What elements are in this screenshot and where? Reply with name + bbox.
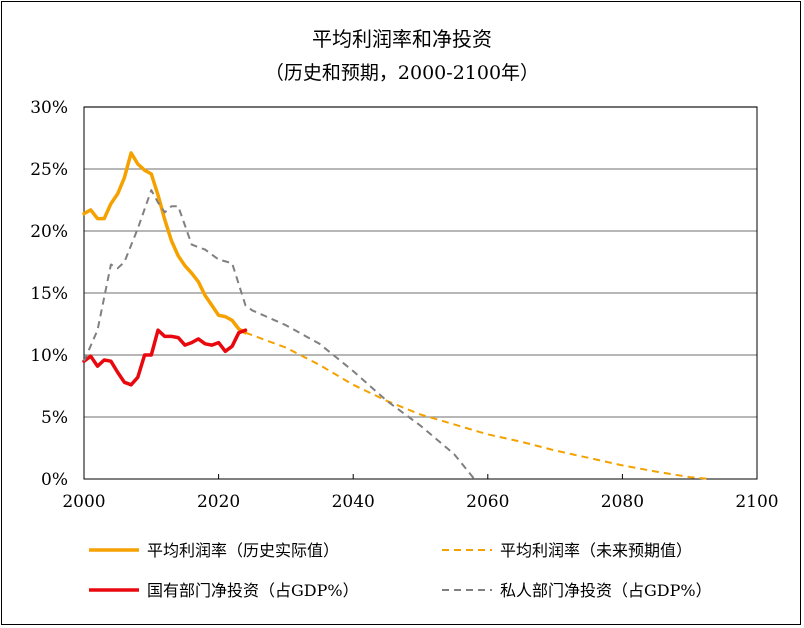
axes: 0% 5% 10% 15% 20% 25% 30% 2000 2020 2040 2060 2080 2… [30,98,778,512]
legend-label: 平均利润率（未来预期值） [500,541,692,560]
x-tick-label: 2060 [466,492,509,512]
profit-rate-forecast-line [245,331,710,480]
x-tick-label: 2100 [735,492,778,512]
legend: 平均利润率（历史实际值） 平均利润率（未来预期值） 国有部门净投资（占GDP%） 私人… [89,541,712,600]
chart-title: 平均利润率和净投资 [312,27,492,51]
profit-rate-historical-line [82,151,248,335]
grid [84,106,757,418]
series-group [82,151,710,480]
private-net-investment-line [83,189,476,480]
x-tick-label: 2080 [601,492,644,512]
y-tick-label: 10% [30,346,68,366]
x-tick-label: 2020 [197,492,240,512]
y-tick-label: 0% [41,470,68,490]
y-tick-label: 15% [30,284,68,304]
x-tick-label: 2000 [62,492,105,512]
y-tick-label: 25% [30,160,68,180]
legend-label: 私人部门净投资（占GDP%） [500,581,712,600]
plot-area [83,106,758,480]
state-net-investment-line [82,328,248,387]
chart-subtitle: （历史和预期，2000-2100年） [265,62,539,84]
x-tick-label: 2040 [332,492,375,512]
legend-label: 国有部门净投资（占GDP%） [147,581,359,600]
y-tick-label: 20% [30,222,68,242]
legend-label: 平均利润率（历史实际值） [147,541,339,560]
y-tick-label: 5% [41,408,68,428]
y-tick-label: 30% [30,98,68,118]
